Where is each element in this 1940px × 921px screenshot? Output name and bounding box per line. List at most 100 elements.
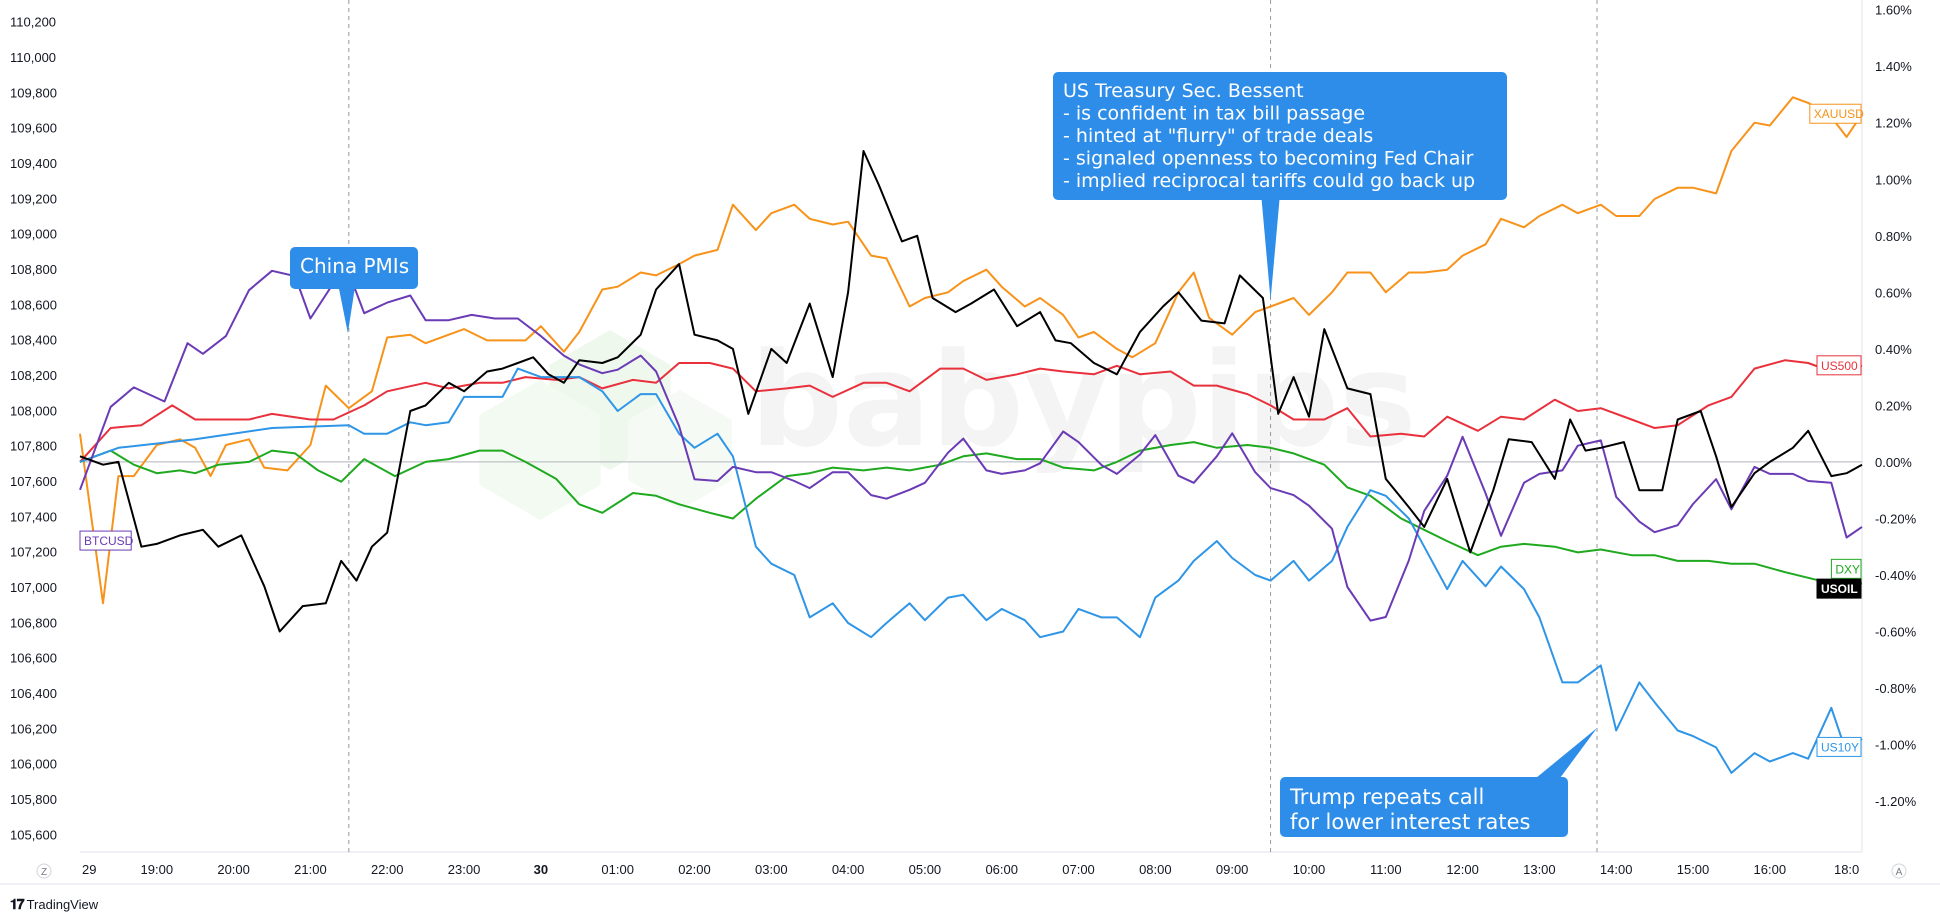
annotation-text-line: China PMIs bbox=[300, 254, 409, 278]
series-tag-text: DXY bbox=[1835, 562, 1860, 576]
right-tick-label: 1.40% bbox=[1875, 59, 1912, 74]
x-tick-label: 07:00 bbox=[1062, 862, 1095, 877]
annotation-china-pmis[interactable]: China PMIs bbox=[290, 247, 418, 333]
series-tag-xauusd: XAUUSD bbox=[1809, 103, 1864, 124]
right-tick-label: 0.80% bbox=[1875, 229, 1912, 244]
left-tick-label: 107,400 bbox=[10, 509, 57, 524]
left-tick-label: 108,200 bbox=[10, 368, 57, 383]
series-tag-text: BTCUSD bbox=[84, 534, 134, 548]
axis-corner-label: Z bbox=[41, 867, 47, 878]
left-tick-label: 109,000 bbox=[10, 227, 57, 242]
x-tick-label: 11:00 bbox=[1370, 862, 1402, 877]
series-line-xauusd[interactable] bbox=[79, 96, 1863, 605]
annotation-text-line: - is confident in tax bill passage bbox=[1063, 103, 1365, 125]
x-tick-label: 16:00 bbox=[1754, 862, 1787, 877]
right-tick-label: -0.40% bbox=[1875, 568, 1917, 583]
watermark-text: babypips bbox=[750, 324, 1417, 476]
left-tick-label: 107,000 bbox=[10, 580, 57, 595]
series-tag-box bbox=[1816, 736, 1862, 757]
series-line-us500[interactable] bbox=[79, 359, 1863, 463]
x-tick-label: 01:00 bbox=[601, 862, 634, 877]
right-tick-label: 1.00% bbox=[1875, 172, 1912, 187]
annotation-text-line: - hinted at "flurry" of trade deals bbox=[1063, 125, 1373, 147]
right-tick-label: 0.20% bbox=[1875, 398, 1912, 413]
right-tick-label: 0.60% bbox=[1875, 285, 1912, 300]
x-tick-label: 09:00 bbox=[1216, 862, 1249, 877]
left-tick-label: 105,600 bbox=[10, 827, 57, 842]
left-tick-label: 109,200 bbox=[10, 191, 57, 206]
x-tick-label: 21:00 bbox=[294, 862, 327, 877]
x-tick-label: 12:00 bbox=[1446, 862, 1479, 877]
axis-corner-button[interactable] bbox=[1891, 863, 1907, 879]
x-tick-label: 08:00 bbox=[1139, 862, 1172, 877]
left-tick-label: 106,200 bbox=[10, 721, 57, 736]
axis-corner-button[interactable] bbox=[36, 863, 52, 879]
series-tag-text: XAUUSD bbox=[1814, 107, 1864, 121]
left-tick-label: 110,200 bbox=[10, 15, 56, 30]
tradingview-logo-icon: 𝟏𝟕 bbox=[10, 896, 25, 912]
x-tick-label: 15:00 bbox=[1677, 862, 1710, 877]
x-tick-label: 13:00 bbox=[1523, 862, 1556, 877]
right-tick-label: 0.00% bbox=[1875, 455, 1912, 470]
x-tick-label: 19:00 bbox=[141, 862, 174, 877]
left-tick-label: 107,200 bbox=[10, 545, 57, 560]
left-tick-label: 105,800 bbox=[10, 792, 57, 807]
x-tick-label: 04:00 bbox=[832, 862, 865, 877]
right-tick-label: 0.40% bbox=[1875, 342, 1912, 357]
right-tick-label: -0.60% bbox=[1875, 625, 1917, 640]
right-tick-label: -1.00% bbox=[1875, 738, 1917, 753]
left-tick-label: 108,000 bbox=[10, 403, 57, 418]
left-tick-label: 106,400 bbox=[10, 686, 57, 701]
right-tick-label: -0.80% bbox=[1875, 681, 1917, 696]
series-tag-text: US500 bbox=[1821, 359, 1858, 373]
watermark-hex bbox=[479, 380, 601, 520]
series-line-dxy[interactable] bbox=[79, 441, 1862, 585]
series-tag-us10y: US10Y bbox=[1816, 736, 1862, 757]
x-tick-label: 22:00 bbox=[371, 862, 404, 877]
series-tag-text: USOIL bbox=[1821, 582, 1858, 596]
left-tick-label: 106,800 bbox=[10, 615, 57, 630]
left-tick-label: 108,600 bbox=[10, 297, 57, 312]
series-line-usoil[interactable] bbox=[79, 150, 1863, 633]
x-tick-label: 03:00 bbox=[755, 862, 788, 877]
series-tag-dxy: DXY bbox=[1830, 558, 1862, 579]
left-tick-label: 107,800 bbox=[10, 439, 57, 454]
series-tag-box bbox=[1816, 355, 1862, 376]
annotation-box bbox=[1280, 777, 1568, 837]
x-tick-label: 18:0 bbox=[1834, 862, 1859, 877]
left-tick-label: 108,400 bbox=[10, 333, 57, 348]
series-tag-us500: US500 bbox=[1816, 355, 1862, 376]
x-tick-label: 10:00 bbox=[1293, 862, 1326, 877]
tradingview-brand: TradingView bbox=[26, 897, 99, 912]
series-tag-box bbox=[1816, 578, 1862, 599]
series-line-us10y[interactable] bbox=[79, 367, 1863, 774]
right-tick-label: 1.60% bbox=[1875, 3, 1912, 18]
right-tick-label: -0.20% bbox=[1875, 511, 1917, 526]
series-line-btcusd[interactable] bbox=[79, 269, 1863, 622]
annotation-pointer bbox=[338, 288, 355, 333]
left-tick-label: 109,600 bbox=[10, 121, 57, 136]
left-tick-label: 107,600 bbox=[10, 474, 57, 489]
axis-corner-label: A bbox=[1896, 867, 1903, 878]
left-tick-label: 109,400 bbox=[10, 156, 57, 171]
x-tick-label: 30 bbox=[534, 862, 548, 877]
left-tick-label: 109,800 bbox=[10, 85, 57, 100]
annotation-text-line: US Treasury Sec. Bessent bbox=[1063, 80, 1304, 102]
annotation-pointer bbox=[1261, 199, 1280, 300]
tradingview-footer[interactable]: 𝟏𝟕 TradingView bbox=[10, 896, 98, 913]
left-tick-label: 108,800 bbox=[10, 262, 57, 277]
series-tag-box bbox=[1809, 103, 1862, 124]
x-tick-label: 05:00 bbox=[909, 862, 942, 877]
x-tick-label: 06:00 bbox=[985, 862, 1018, 877]
right-tick-label: -1.20% bbox=[1875, 794, 1917, 809]
left-tick-label: 110,000 bbox=[10, 50, 56, 65]
left-tick-label: 106,600 bbox=[10, 651, 57, 666]
annotation-bessent[interactable]: US Treasury Sec. Bessent- is confident i… bbox=[1053, 72, 1507, 300]
series-tag-text: US10Y bbox=[1821, 740, 1859, 754]
annotation-pointer bbox=[1536, 728, 1598, 778]
annotation-box bbox=[290, 247, 418, 289]
series-tag-box bbox=[1830, 558, 1862, 579]
babypips-watermark: babypips bbox=[479, 324, 1417, 520]
